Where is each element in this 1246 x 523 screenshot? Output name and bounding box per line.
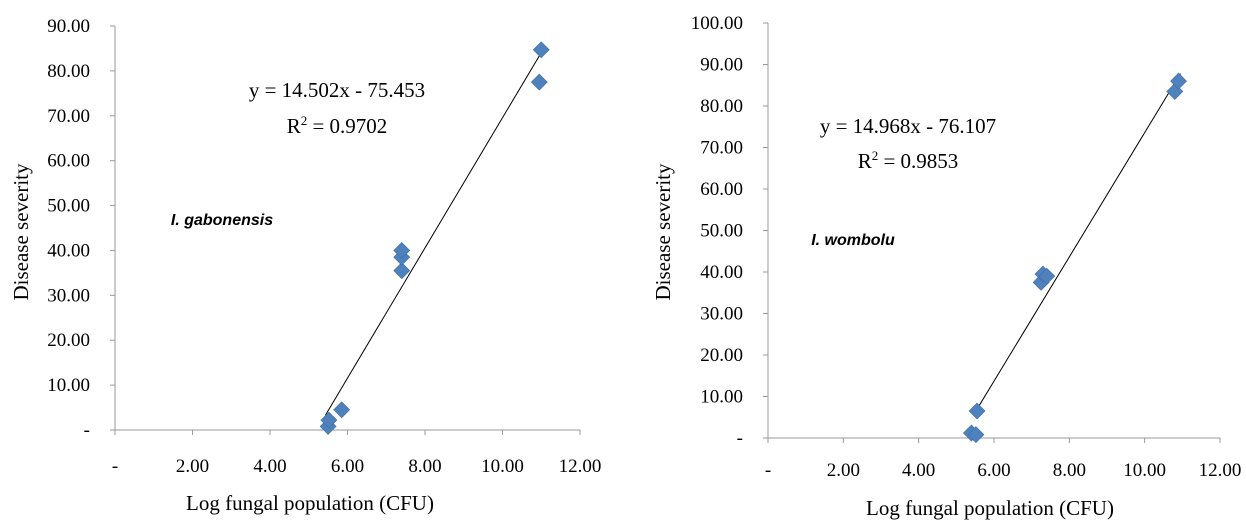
chart1-r-squared-value: = 0.9702 — [307, 114, 387, 138]
chart2-r-squared-symbol: R — [858, 149, 872, 173]
chart1-r-squared-exponent: 2 — [301, 113, 308, 128]
chart1-data-point — [530, 73, 548, 91]
chart2-x-tick-label: 10.00 — [1123, 460, 1166, 481]
chart2-r-squared-value: = 0.9853 — [878, 149, 958, 173]
chart1-y-tick-label: 30.00 — [47, 285, 90, 306]
chart1-x-axis-title: Log fungal population (CFU) — [186, 491, 434, 515]
chart2-y-tick-label: 40.00 — [700, 262, 743, 283]
chart2-x-tick-label: 6.00 — [977, 460, 1010, 481]
chart1-y-tick-label: 10.00 — [47, 375, 90, 396]
chart1-y-tick-label: 60.00 — [47, 151, 90, 172]
chart2-y-tick-label: 90.00 — [700, 55, 743, 76]
chart1-r-squared-symbol: R — [287, 114, 301, 138]
chart2-y-tick-label: 70.00 — [700, 138, 743, 159]
chart2-data-point — [1038, 267, 1056, 285]
chart2-y-tick-label: 100.00 — [691, 13, 743, 34]
chart2-x-tick-label: 2.00 — [827, 460, 860, 481]
chart1-x-tick-label: 12.00 — [559, 456, 602, 477]
chart2-data-point — [968, 402, 986, 420]
chart2-y-tick-label: 50.00 — [700, 221, 743, 242]
chart2-trend-equation: y = 14.968x - 76.107 — [820, 114, 996, 138]
chart2-y-tick-label: 80.00 — [700, 96, 743, 117]
chart1-x-tick-label: - — [112, 456, 118, 477]
chart1-y-tick-label: 90.00 — [47, 16, 90, 37]
chart2-y-tick-label: 60.00 — [700, 179, 743, 200]
chart1-y-tick-label: 80.00 — [47, 61, 90, 82]
chart1-r-squared: R2 = 0.9702 — [287, 113, 388, 138]
chart2-y-tick-label: 30.00 — [700, 304, 743, 325]
chart1-x-tick-label: 4.00 — [253, 456, 286, 477]
chart2-species-label: I. wombolu — [811, 232, 895, 249]
chart1-trend-equation: y = 14.502x - 75.453 — [249, 78, 425, 102]
chart1-data-point — [532, 41, 550, 59]
chart2-y-tick-label: 20.00 — [700, 345, 743, 366]
chart1-y-tick-label: 40.00 — [47, 240, 90, 261]
chart2-x-tick-label: 8.00 — [1053, 460, 1086, 481]
chart2-trendline — [972, 73, 1181, 416]
chart1-x-tick-label: 2.00 — [176, 456, 209, 477]
chart1-y-tick-label: 20.00 — [47, 330, 90, 351]
chart1-trendline — [324, 52, 542, 416]
chart1-x-tick-label: 6.00 — [331, 456, 364, 477]
chart2-x-axis-title: Log fungal population (CFU) — [866, 496, 1114, 520]
chart2-x-tick-label: 12.00 — [1199, 460, 1242, 481]
chart1-data-point — [393, 242, 411, 259]
chart1-y-tick-label: 50.00 — [47, 196, 90, 217]
chart2-r-squared: R2 = 0.9853 — [858, 148, 959, 173]
chart1-data-point — [320, 411, 338, 429]
chart1-species-label: I. gabonensis — [171, 212, 273, 229]
chart2-y-axis-title: Disease severity — [651, 163, 675, 301]
chart2-r-squared-exponent: 2 — [872, 148, 879, 163]
chart2-data-point — [967, 426, 985, 444]
chart2-x-tick-label: 4.00 — [902, 460, 935, 481]
chart2-data-point — [1170, 72, 1187, 90]
chart2-x-tick-label: - — [765, 460, 771, 481]
chart1-x-tick-label: 10.00 — [481, 456, 524, 477]
chart1-data-point — [393, 262, 411, 280]
chart1-y-axis-title: Disease severity — [9, 163, 33, 301]
chart2-y-tick-label: - — [737, 428, 743, 449]
chart1-y-tick-label: - — [84, 420, 90, 441]
chart1-x-tick-label: 8.00 — [408, 456, 441, 477]
chart1-y-tick-label: 70.00 — [47, 106, 90, 127]
chart2-y-tick-label: 10.00 — [700, 387, 743, 408]
chart1-data-point — [333, 401, 351, 419]
